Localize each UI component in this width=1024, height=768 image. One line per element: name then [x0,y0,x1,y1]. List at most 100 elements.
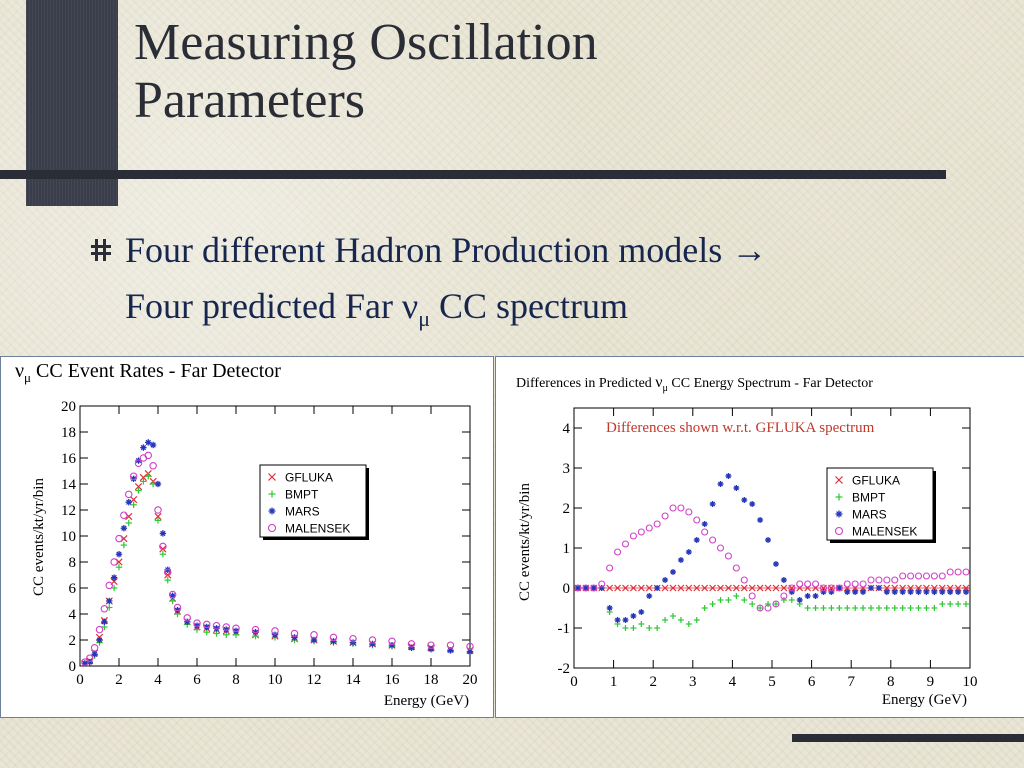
point-mars [733,485,740,491]
point-mars [91,651,98,658]
point-bmpt [868,605,874,611]
point-bmpt [931,605,938,611]
chart1-xtick-label: 0 [76,672,84,688]
point-bmpt [159,551,167,558]
point-malensek [788,584,796,592]
point-malensek [954,568,962,576]
point-bmpt [115,564,123,571]
point-gfluka [748,584,756,592]
hash-bullet-icon [91,239,111,261]
point-gfluka [693,584,701,592]
point-malensek [129,472,138,480]
point-malensek [154,506,162,514]
legend-label-mars: MARS [852,508,887,522]
point-bmpt [135,487,142,494]
chart2-title-rest: CC Energy Spectrum - Far Detector [668,376,873,391]
point-malensek [851,580,859,588]
point-bmpt [907,605,914,611]
point-mars [947,589,954,595]
chart2-legend [826,467,934,541]
point-bmpt [899,605,906,611]
chart2-ytick-label: 1 [563,541,571,557]
legend-marker-malensek [267,523,277,533]
point-malensek [621,540,630,548]
point-bmpt [923,605,930,611]
point-mars [145,439,152,446]
point-malensek [891,576,899,584]
point-bmpt [677,617,684,623]
point-bmpt [125,519,132,527]
point-mars [931,589,938,595]
point-bmpt [120,541,128,549]
point-mars [891,589,898,595]
chart1-ytick-label: 2 [69,633,77,649]
point-bmpt [765,601,772,607]
chart2-annotation: Differences shown w.r.t. GFLUKA spectrum [606,420,875,436]
point-malensek [329,633,338,642]
differences-chart-panel: Differences in Predicted νμ CC Energy Sp… [495,356,1024,718]
point-bmpt [860,605,867,611]
point-malensek [290,629,299,638]
point-mars [780,577,787,583]
point-mars [772,561,779,567]
event-rates-chart: νμ CC Event Rates - Far Detector 0 2 4 6 8 10… [15,360,478,709]
point-malensek [724,552,732,560]
point-mars [804,593,811,599]
point-bmpt [749,601,756,607]
point-malensek [105,581,114,590]
point-malensek [709,536,717,544]
chart2-ytick-label: -2 [558,661,571,677]
point-malensek [590,584,598,592]
point-malensek [835,584,843,592]
chart1-ytick-label: 20 [61,399,76,415]
point-gfluka [139,473,147,482]
point-malensek [685,508,693,516]
chart2-ytick-label: 4 [563,421,571,437]
point-malensek [819,584,828,592]
point-malensek [899,572,907,580]
point-malensek [740,576,748,584]
point-mars [749,501,756,507]
point-bmpt [883,605,890,611]
chart2-xtick-label: 5 [768,674,776,690]
chart1-ytick-label: 10 [61,529,76,545]
chart2-xtick-label: 0 [570,674,578,690]
point-gfluka [717,584,724,592]
point-gfluka [669,584,677,592]
point-gfluka [677,584,685,592]
footer-bar [792,734,1024,742]
point-malensek [168,590,177,599]
point-malensek [407,640,416,648]
point-malensek [349,634,357,643]
point-malensek [693,516,701,524]
chart1-title-rest: CC Event Rates - Far Detector [31,360,281,382]
legend-label-malensek: MALENSEK [852,525,917,539]
chart1-xtick-label: 20 [463,672,478,688]
chart1-ytick-label: 18 [61,425,76,441]
point-gfluka [164,571,172,579]
point-bmpt [947,601,954,607]
chart2-title-nu: ν [655,374,662,391]
point-gfluka [701,584,709,592]
point-malensek [907,572,915,580]
point-malensek [756,604,764,612]
point-mars [159,530,167,537]
point-bmpt [963,601,970,607]
chart2-xtick-label: 4 [729,674,737,690]
point-mars [757,517,764,523]
point-bmpt [891,605,898,611]
point-bmpt [955,601,962,607]
point-bmpt [638,621,645,627]
bullet-text: Four different Hadron Production models … [125,222,1005,347]
chart1-ytick-label: 14 [61,477,77,493]
point-bmpt [812,605,819,611]
point-malensek [203,620,211,629]
point-bmpt [915,605,922,611]
point-mars [844,589,851,595]
chart1-xtick-label: 8 [232,672,240,688]
slide-title: Measuring Oscillation Parameters [134,14,894,130]
point-mars [662,577,669,583]
point-malensek [100,605,109,613]
slide-title-line2: Parameters [134,72,366,129]
point-malensek [716,544,725,552]
